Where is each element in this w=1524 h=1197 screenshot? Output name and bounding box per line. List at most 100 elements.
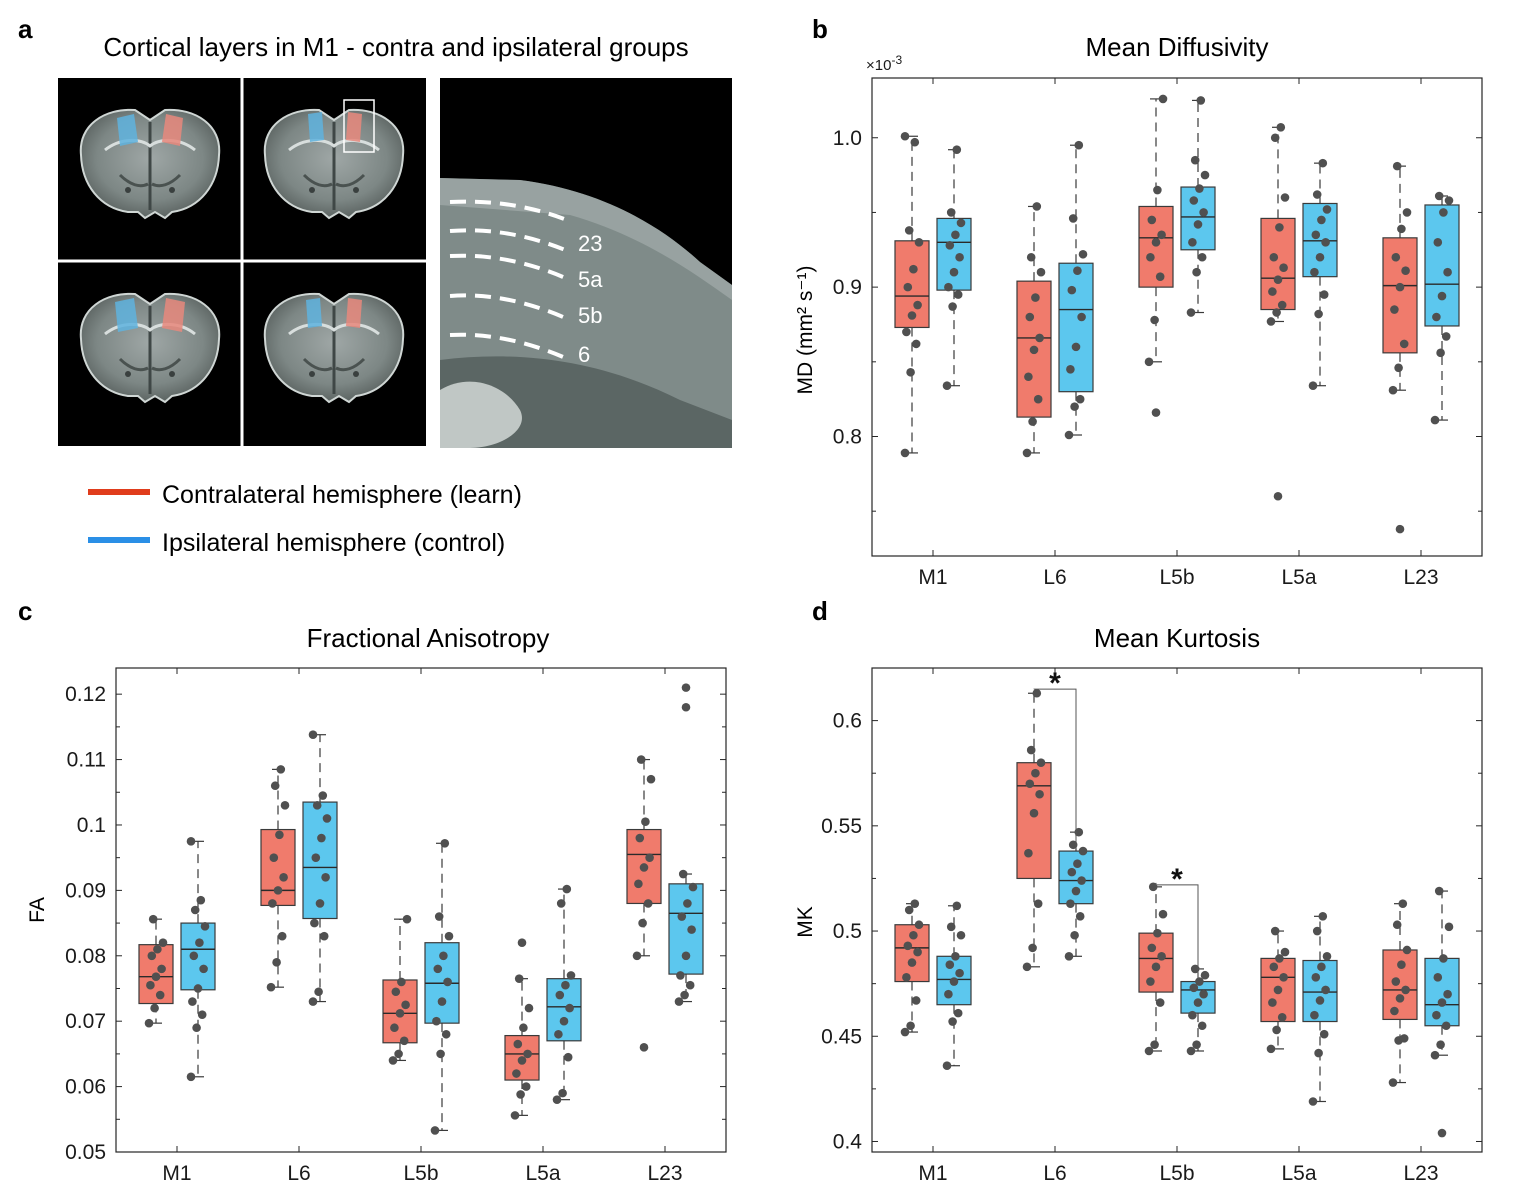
data-point (1318, 912, 1328, 921)
data-point (552, 1095, 562, 1104)
data-point (942, 381, 952, 391)
data-point (674, 997, 684, 1006)
data-point (944, 282, 953, 292)
data-point (641, 817, 650, 827)
x-tick-label-l23: L23 (647, 1162, 682, 1185)
data-point (197, 1010, 207, 1019)
data-point (1430, 1050, 1440, 1060)
data-point (1279, 973, 1288, 982)
panel-letter-a: a (18, 14, 33, 44)
data-point (1158, 909, 1168, 919)
data-point (1197, 1021, 1207, 1031)
data-point (1436, 348, 1445, 358)
data-point (563, 1052, 573, 1062)
data-point (645, 853, 654, 862)
y-tick-label: 0.5 (833, 920, 862, 943)
data-point (1068, 214, 1078, 223)
data-point (1443, 989, 1452, 999)
layer-label-23: 23 (578, 231, 602, 256)
box-m1-ipsilateral (936, 901, 972, 1071)
box-l5a-ipsilateral (546, 884, 582, 1104)
data-point (1439, 954, 1448, 963)
y-tick-label: 1.0 (833, 127, 862, 150)
data-point (513, 1039, 523, 1049)
data-point (1441, 332, 1451, 341)
chart-title: Fractional Anisotropy (307, 623, 550, 653)
data-point (1190, 964, 1200, 974)
layer-boundaries (449, 199, 573, 362)
data-point (1280, 193, 1290, 202)
legend: Contralateral hemisphere (learn) Ipsilat… (88, 481, 522, 557)
plot-area: 0.8 0.9 1.0 M1 L6 L5b L5a L23 (833, 77, 1483, 589)
data-point (144, 1018, 154, 1028)
data-point (1078, 846, 1088, 856)
data-point (1064, 951, 1074, 961)
data-point (1310, 267, 1319, 277)
data-point (1148, 882, 1158, 892)
data-point (1028, 417, 1037, 426)
y-axis-label: MD (mm² s⁻¹) (794, 266, 817, 395)
data-point (195, 938, 204, 948)
data-point (517, 1056, 527, 1065)
data-point (315, 899, 325, 908)
box-l5b-ipsilateral (1180, 96, 1216, 317)
data-point (1269, 252, 1279, 262)
data-point (1270, 926, 1280, 936)
data-point (441, 1029, 451, 1039)
x-tick-label-l6: L6 (287, 1162, 310, 1185)
data-point (914, 920, 924, 930)
x-tick-label-l6: L6 (1043, 566, 1066, 589)
data-point (1314, 1048, 1323, 1058)
plot-area: 0.05 0.06 0.07 0.08 0.09 0.1 0.11 0.12 M1 L6 L5b L5… (65, 667, 727, 1185)
data-point (907, 311, 917, 320)
data-point (188, 997, 197, 1006)
data-point (1144, 357, 1154, 367)
brain-slice-4 (263, 292, 405, 404)
box-l23-ipsilateral (1424, 191, 1460, 425)
data-point (1066, 364, 1075, 374)
data-point (1279, 263, 1288, 273)
box-l23-contralateral (1382, 161, 1418, 534)
data-point (1401, 985, 1410, 995)
x-tick-label-l5a: L5a (1281, 566, 1316, 589)
data-point (951, 230, 960, 240)
data-point (942, 1061, 952, 1071)
panel-letter-d: d (812, 596, 828, 626)
data-point (1153, 185, 1162, 195)
data-point (1312, 926, 1322, 936)
y-tick-label: 0.4 (833, 1130, 863, 1153)
significance-l5b: * (1155, 863, 1199, 980)
bright-region (440, 381, 522, 448)
x-tick-label-l6: L6 (1043, 1162, 1066, 1185)
data-point (148, 914, 158, 924)
box-iqr (1382, 949, 1418, 1021)
data-point (948, 1017, 957, 1026)
box-iqr (1180, 980, 1216, 1014)
data-point (913, 947, 922, 957)
box-iqr (1424, 957, 1460, 1027)
box-iqr (668, 883, 704, 975)
data-point (562, 884, 572, 894)
data-point (1439, 208, 1448, 217)
x-tick-label-m1: M1 (162, 1162, 191, 1185)
box-iqr (1382, 237, 1418, 354)
significance-star: * (1049, 667, 1061, 700)
data-point (1189, 983, 1199, 993)
data-point (683, 899, 692, 908)
data-point (1322, 205, 1332, 214)
data-point (277, 931, 287, 941)
data-point (155, 990, 165, 1000)
data-point (1151, 962, 1161, 972)
data-point (1025, 312, 1035, 322)
layer-boundary-3 (449, 253, 571, 282)
x-tick-label-m1: M1 (918, 566, 947, 589)
panel-letter-b: b (812, 14, 828, 44)
data-point (1395, 282, 1405, 292)
data-point (1075, 912, 1085, 921)
data-point (1276, 122, 1286, 132)
data-point (1073, 266, 1082, 275)
data-point (1388, 1078, 1398, 1087)
data-point (565, 1003, 574, 1013)
roi-contralateral (346, 112, 362, 142)
